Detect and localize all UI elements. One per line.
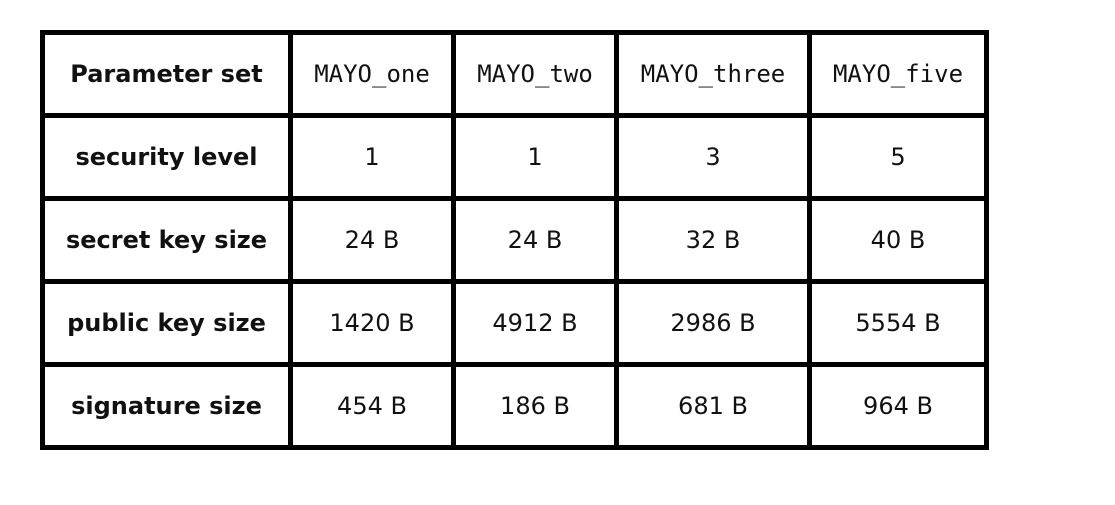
column-header-mayo-five: MAYO_five bbox=[807, 30, 989, 118]
column-header-mayo-one: MAYO_one bbox=[288, 30, 456, 118]
header-row: Parameter set MAYO_one MAYO_two MAYO_thr… bbox=[40, 30, 989, 118]
table-cell: 5554 B bbox=[807, 279, 989, 367]
table-row: signature size 454 B 186 B 681 B 964 B bbox=[40, 362, 989, 450]
table-cell: 2986 B bbox=[614, 279, 812, 367]
column-header-mayo-two: MAYO_two bbox=[451, 30, 619, 118]
table-cell: 186 B bbox=[451, 362, 619, 450]
table-cell: 4912 B bbox=[451, 279, 619, 367]
table-cell: 3 bbox=[614, 113, 812, 201]
column-header-mayo-three: MAYO_three bbox=[614, 30, 812, 118]
table-cell: 454 B bbox=[288, 362, 456, 450]
row-label-secret-key-size: secret key size bbox=[40, 196, 293, 284]
table-cell: 32 B bbox=[614, 196, 812, 284]
table-cell: 964 B bbox=[807, 362, 989, 450]
table-cell: 5 bbox=[807, 113, 989, 201]
row-label-public-key-size: public key size bbox=[40, 279, 293, 367]
table-cell: 1 bbox=[451, 113, 619, 201]
table-cell: 24 B bbox=[451, 196, 619, 284]
table-cell: 681 B bbox=[614, 362, 812, 450]
table-row: secret key size 24 B 24 B 32 B 40 B bbox=[40, 196, 989, 284]
table-cell: 1 bbox=[288, 113, 456, 201]
parameter-table: Parameter set MAYO_one MAYO_two MAYO_thr… bbox=[40, 30, 989, 450]
table-row: security level 1 1 3 5 bbox=[40, 113, 989, 201]
table-cell: 24 B bbox=[288, 196, 456, 284]
row-label-security-level: security level bbox=[40, 113, 293, 201]
parameter-set-header: Parameter set bbox=[40, 30, 293, 118]
table-row: public key size 1420 B 4912 B 2986 B 555… bbox=[40, 279, 989, 367]
row-label-signature-size: signature size bbox=[40, 362, 293, 450]
table-cell: 1420 B bbox=[288, 279, 456, 367]
table-cell: 40 B bbox=[807, 196, 989, 284]
